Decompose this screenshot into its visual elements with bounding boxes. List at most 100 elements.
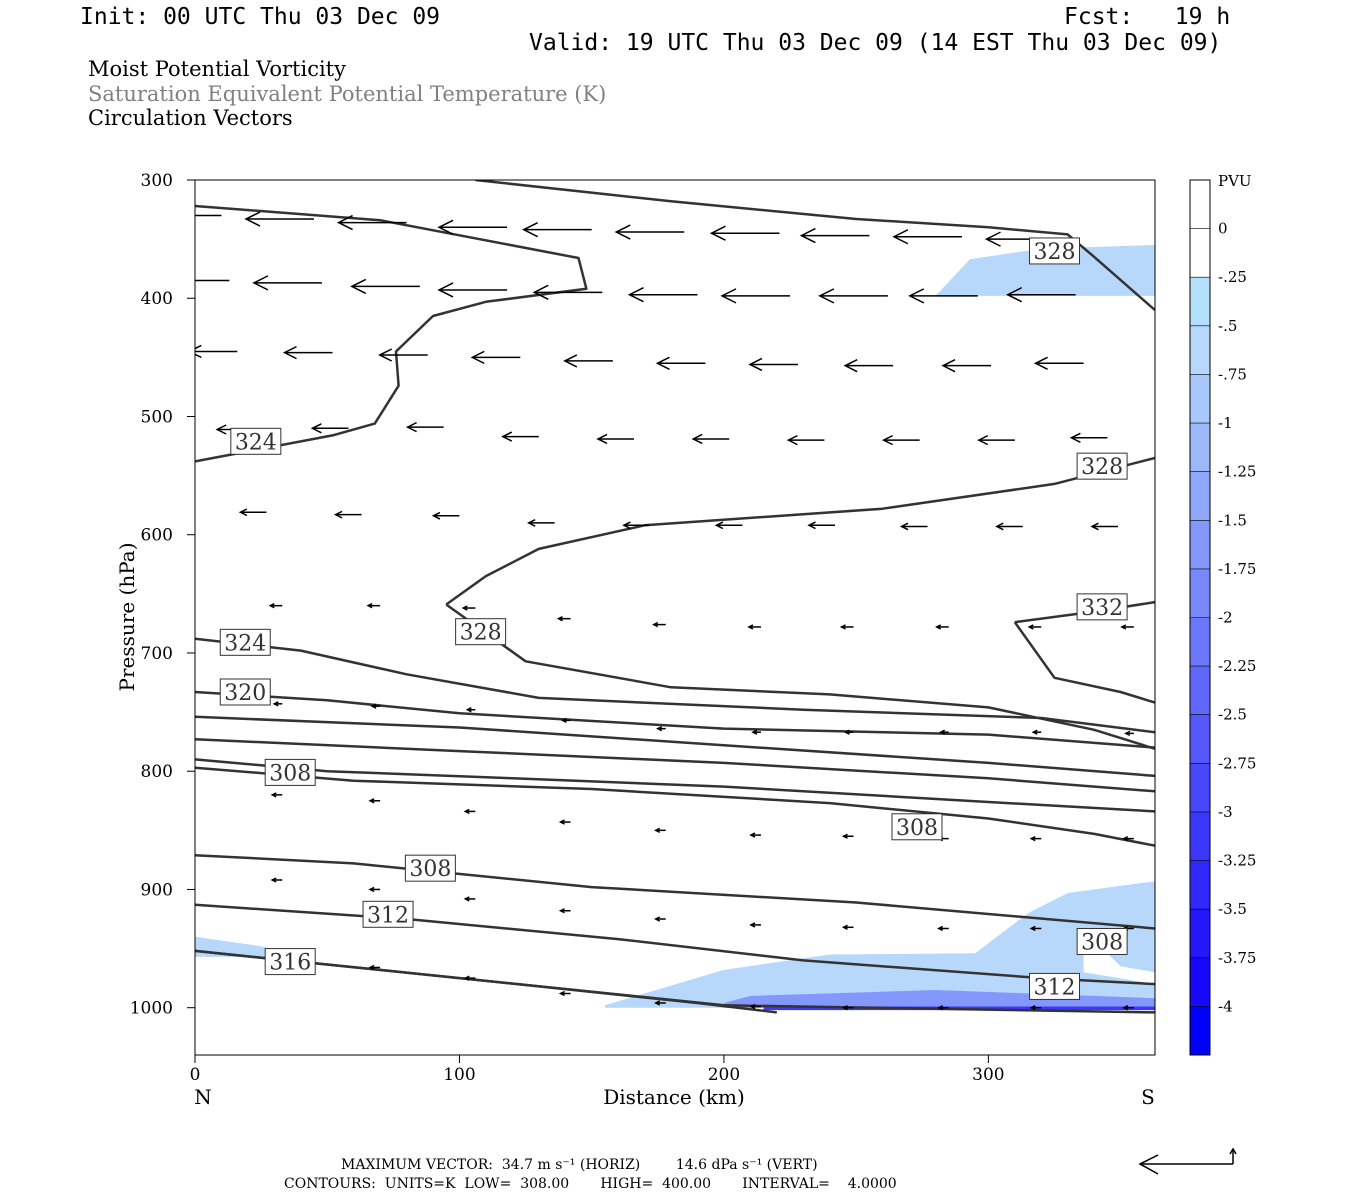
reference-vector — [1138, 1147, 1237, 1175]
vector-arrow-68 — [1031, 729, 1042, 735]
vector-arrow-46 — [807, 521, 835, 530]
colorbar-bin-8 — [1190, 568, 1210, 618]
vector-arrow-54 — [652, 621, 666, 628]
colorbar-bin-11 — [1190, 714, 1210, 764]
max-vector-note: MAXIMUM VECTOR: 34.7 m s⁻¹ (HORIZ) 14.6 … — [341, 1157, 818, 1173]
contour-line-6 — [195, 637, 1155, 734]
contour-line-10 — [195, 758, 1155, 813]
x-tick-label-200: 200 — [708, 1065, 740, 1085]
vector-arrow-91 — [368, 964, 381, 971]
contour-label-1: 328 — [1029, 237, 1081, 265]
vector-arrow-61 — [370, 703, 381, 709]
y-tick-label-800: 800 — [141, 762, 173, 782]
x-axis-label: Distance (km) — [603, 1085, 745, 1109]
vector-arrow-29 — [1033, 356, 1084, 370]
y-tick-label-500: 500 — [141, 407, 173, 427]
svg-text:324: 324 — [235, 430, 277, 455]
colorbar-bin-15 — [1190, 909, 1210, 958]
colorbar-bin-2 — [1190, 277, 1210, 326]
vector-arrow-57 — [935, 624, 949, 630]
vector-arrow-22 — [378, 348, 428, 362]
vector-arrow-21 — [282, 345, 333, 360]
circulation-vectors — [195, 211, 1134, 1011]
vector-arrow-27 — [843, 358, 894, 373]
vector-arrow-96 — [841, 1005, 854, 1011]
contour-label-0: 324 — [230, 427, 282, 455]
vector-arrow-79 — [1122, 835, 1134, 842]
svg-text:312: 312 — [367, 903, 409, 928]
contour-label-13: 312 — [362, 900, 414, 928]
vector-arrow-85 — [749, 922, 761, 928]
svg-text:308: 308 — [1081, 930, 1123, 955]
vector-arrow-86 — [841, 924, 854, 930]
contour-label-6: 324 — [219, 628, 271, 656]
vector-arrow-95 — [749, 1003, 761, 1010]
colorbar-bin-5 — [1190, 423, 1210, 472]
x-end-label-south: S — [1141, 1085, 1155, 1109]
vector-arrow-19 — [1005, 287, 1076, 303]
svg-text:328: 328 — [1081, 455, 1123, 480]
y-tick-label-300: 300 — [141, 171, 173, 191]
vector-arrow-1 — [244, 211, 315, 227]
svg-text:328: 328 — [460, 621, 502, 646]
y-tick-label-400: 400 — [141, 289, 173, 309]
vector-arrow-63 — [560, 717, 571, 724]
plot-frame — [194, 179, 1156, 1056]
vector-arrow-62 — [465, 707, 476, 713]
colorbar-label-5: -1.25 — [1218, 463, 1256, 481]
contour-label-11: 308 — [891, 813, 943, 841]
vector-arrow-14 — [532, 284, 603, 301]
vector-arrow-35 — [691, 433, 730, 445]
colorbar-label-10: -2.5 — [1218, 706, 1247, 724]
vector-arrow-16 — [720, 288, 791, 304]
svg-text:328: 328 — [1034, 240, 1076, 265]
vector-arrow-70 — [270, 792, 283, 798]
vector-arrow-26 — [748, 357, 798, 372]
vector-arrow-32 — [405, 421, 444, 433]
vector-arrow-56 — [839, 624, 854, 630]
contour-label-14: 316 — [264, 948, 316, 976]
contour-line-9 — [195, 738, 1155, 793]
colorbar-bin-17 — [1190, 1006, 1210, 1055]
vector-arrow-47 — [899, 522, 928, 531]
svg-text:308: 308 — [896, 816, 938, 841]
vector-arrow-5 — [614, 224, 685, 240]
vector-arrow-24 — [563, 354, 613, 368]
vector-arrow-71 — [368, 798, 381, 804]
contour-labels: 3243283283283323243203083083083123163083… — [219, 237, 1128, 1000]
vector-arrow-78 — [1029, 835, 1042, 842]
colorbar-bin-1 — [1190, 228, 1210, 278]
vector-arrow-88 — [1029, 925, 1042, 932]
vector-arrow-33 — [501, 431, 539, 442]
contour-line-1 — [475, 180, 1155, 312]
x-tick-label-100: 100 — [443, 1065, 475, 1085]
title-mpv: Moist Potential Vorticity — [88, 57, 346, 81]
vector-arrow-12 — [350, 278, 420, 295]
y-tick-label-700: 700 — [141, 644, 173, 664]
vector-arrow-43 — [526, 518, 555, 527]
colorbar-label-12: -3 — [1218, 803, 1233, 821]
contour-label-7: 320 — [219, 678, 271, 706]
vector-arrow-37 — [881, 434, 920, 446]
vector-arrow-99 — [1122, 1005, 1134, 1011]
contour-line-15 — [195, 949, 1155, 1014]
vector-arrow-4 — [522, 221, 592, 238]
contour-label-3: 328 — [455, 618, 507, 646]
contour-line-12 — [195, 853, 1155, 930]
colorbar-label-0: 0 — [1218, 220, 1228, 238]
vector-arrow-87 — [937, 925, 949, 932]
svg-text:324: 324 — [224, 631, 266, 656]
y-tick-label-600: 600 — [141, 526, 173, 546]
vector-arrow-55 — [747, 624, 761, 630]
vector-arrow-60 — [272, 701, 283, 707]
contour-line-3 — [445, 603, 1155, 750]
colorbar-bin-7 — [1190, 520, 1210, 569]
vector-arrow-81 — [368, 886, 381, 893]
colorbar-bin-14 — [1190, 860, 1210, 910]
axes: 300 400 500 600 700 800 900 1000 0 100 200 300 — [130, 171, 1005, 1085]
contour-line-5 — [1013, 621, 1155, 704]
colorbar-bin-16 — [1190, 957, 1210, 1007]
vector-arrow-80 — [270, 877, 283, 883]
colorbar-label-16: -4 — [1218, 997, 1233, 1015]
